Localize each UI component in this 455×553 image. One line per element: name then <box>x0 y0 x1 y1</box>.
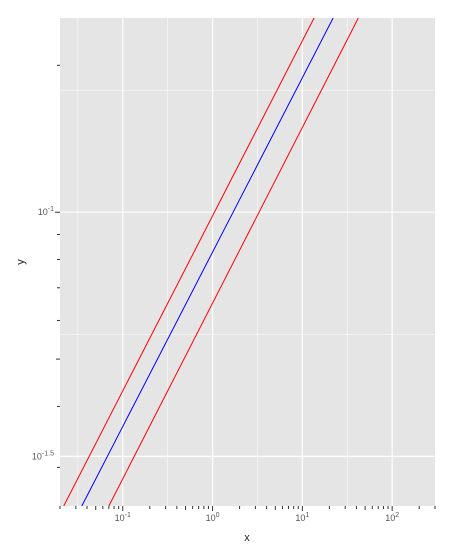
x-tick-label: 100 <box>206 512 220 523</box>
y-axis-title: y <box>15 259 27 265</box>
y-tick-label: 10-1 <box>38 206 54 217</box>
x-tick-label: 102 <box>385 512 399 523</box>
x-axis-title: x <box>244 532 250 544</box>
y-tick-label: 10-1.5 <box>32 450 54 461</box>
x-tick-label: 101 <box>295 512 309 523</box>
plot-background <box>60 18 435 506</box>
x-tick-label: 10-1 <box>115 512 131 523</box>
